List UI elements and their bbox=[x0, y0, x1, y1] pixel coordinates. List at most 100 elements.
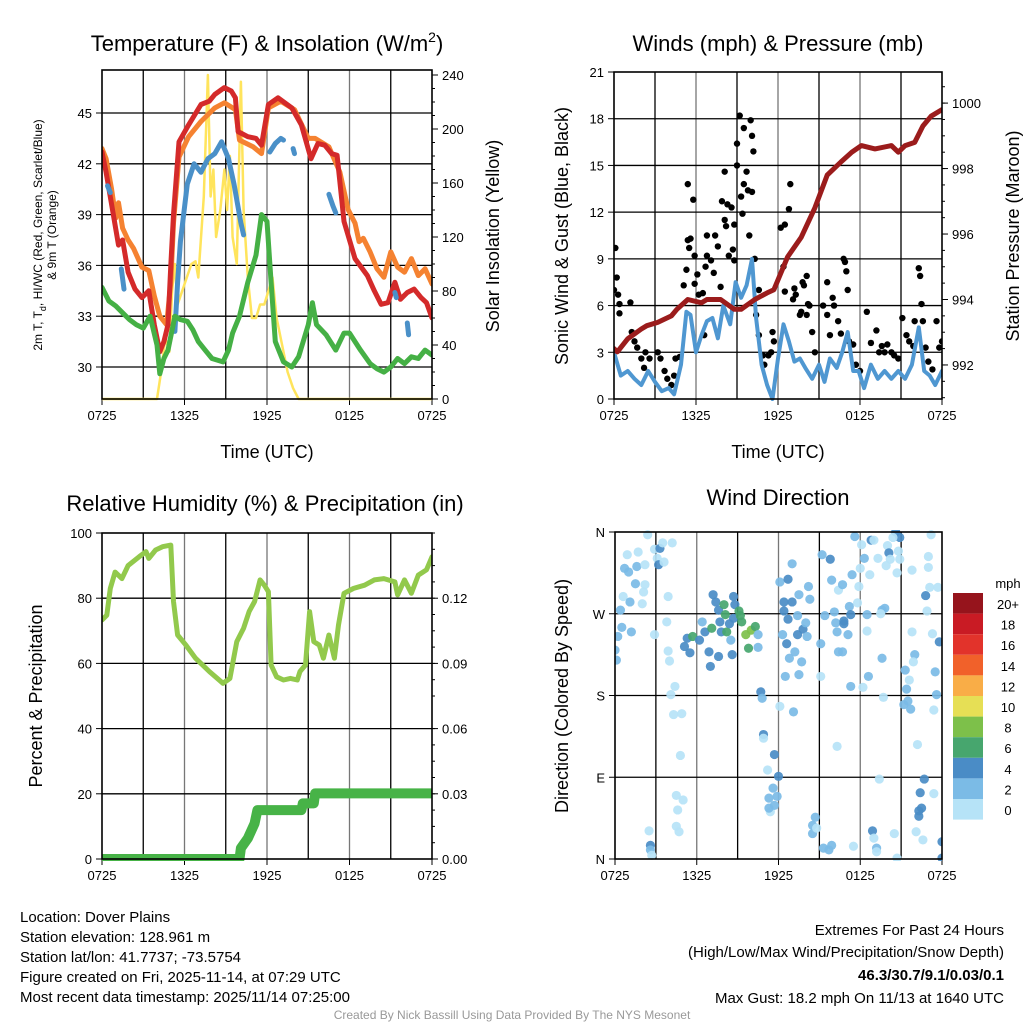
wind-direction-point bbox=[782, 639, 792, 649]
y-tick-label: 12 bbox=[590, 205, 604, 220]
wind-direction-point bbox=[908, 657, 918, 667]
x-tick-label: 1925 bbox=[253, 408, 282, 423]
wind-direction-point bbox=[663, 591, 673, 602]
wind-direction-point bbox=[788, 707, 799, 717]
gust-point bbox=[873, 327, 880, 334]
wind-y-axis-label: Sonic Wind & Gust (Blue, Black) bbox=[552, 107, 572, 365]
gust-point bbox=[740, 124, 748, 132]
gust-point bbox=[691, 280, 698, 287]
gust-point bbox=[646, 355, 653, 362]
legend-label: 10 bbox=[1001, 700, 1015, 715]
gust-point bbox=[747, 117, 754, 124]
wind-direction-panel-title: Wind Direction bbox=[706, 485, 849, 510]
wind-direction-point bbox=[914, 811, 924, 821]
y-tick-label: 0 bbox=[85, 852, 92, 867]
wind-direction-point bbox=[625, 597, 635, 607]
wind-direction-point bbox=[750, 621, 760, 632]
legend-swatch bbox=[953, 696, 983, 717]
gust-point bbox=[922, 344, 929, 351]
wind-direction-point bbox=[773, 771, 784, 781]
gust-point bbox=[743, 168, 750, 175]
gust-point bbox=[627, 299, 634, 306]
y-tick-label: E bbox=[596, 770, 605, 785]
legend-swatch bbox=[953, 654, 983, 676]
y-tick-label: S bbox=[596, 689, 605, 704]
y2-tick-label: 992 bbox=[952, 358, 974, 373]
speed-legend: mph 20+ 18 16 14 12 10 8 6 4 2 0 bbox=[953, 576, 1021, 820]
wind-direction-point bbox=[900, 665, 910, 675]
gust-point bbox=[781, 221, 789, 228]
y-tick-label: 42 bbox=[78, 157, 92, 172]
wind-direction-point bbox=[929, 705, 939, 715]
y2-tick-label: 240 bbox=[442, 68, 464, 83]
pressure-y2-axis-label: Station Pressure (Maroon) bbox=[1003, 130, 1023, 341]
wind-direction-point bbox=[697, 617, 707, 627]
y-tick-label: 39 bbox=[78, 208, 92, 223]
location-text: Location: Dover Plains bbox=[20, 909, 170, 926]
gust-point bbox=[714, 243, 722, 250]
gust-point bbox=[638, 355, 645, 362]
humidity-panel-title: Relative Humidity (%) & Precipitation (i… bbox=[66, 491, 463, 516]
wind-direction-point bbox=[881, 561, 891, 571]
direction-y-axis-label: Direction (Colored By Speed) bbox=[552, 579, 572, 813]
wind-direction-point bbox=[708, 590, 718, 600]
wind-direction-point bbox=[895, 554, 905, 564]
x-tick-label: 1925 bbox=[253, 868, 282, 883]
x-tick-label: 1925 bbox=[764, 408, 793, 423]
wind-direction-point bbox=[874, 774, 884, 784]
gust-point bbox=[933, 317, 940, 325]
wind-direction-point bbox=[889, 828, 899, 839]
gust-point bbox=[770, 338, 778, 345]
wind-direction-point bbox=[844, 601, 854, 612]
wind-direction-point bbox=[862, 626, 872, 636]
wind-direction-point bbox=[867, 826, 878, 836]
wind-direction-point bbox=[670, 681, 680, 692]
wind-direction-point bbox=[812, 823, 822, 833]
wind-direction-point bbox=[639, 587, 649, 597]
legend-swatch bbox=[953, 799, 983, 820]
wind-direction-point bbox=[911, 827, 921, 837]
y2-tick-label: 998 bbox=[952, 162, 974, 177]
wind-direction-point bbox=[857, 540, 867, 550]
wind-direction-point bbox=[816, 671, 826, 682]
gust-point bbox=[733, 162, 741, 169]
wind-direction-point bbox=[892, 568, 902, 578]
wind-direction-point bbox=[673, 805, 683, 815]
wind-direction-point bbox=[780, 671, 790, 682]
wind-direction-point bbox=[787, 597, 797, 607]
wind-direction-point bbox=[827, 575, 837, 585]
wind-direction-point bbox=[640, 560, 650, 570]
wind-direction-point bbox=[779, 597, 789, 607]
wind-direction-point bbox=[622, 550, 632, 560]
wind-direction-point bbox=[882, 541, 893, 551]
x-tick-label: 0725 bbox=[928, 868, 957, 883]
legend-label: 16 bbox=[1001, 638, 1015, 653]
gust-point bbox=[875, 349, 883, 356]
y-tick-label: 20 bbox=[78, 787, 92, 802]
y-tick-label: 45 bbox=[78, 106, 92, 121]
x-tick-label: 0725 bbox=[88, 408, 117, 423]
gust-point bbox=[936, 344, 942, 351]
wind-direction-point bbox=[779, 606, 789, 616]
wind-direction-point bbox=[758, 733, 769, 743]
gust-point bbox=[800, 282, 808, 289]
gust-point bbox=[863, 308, 871, 315]
wind-direction-point bbox=[705, 661, 715, 672]
legend-label: 14 bbox=[1001, 659, 1015, 674]
x-tick-label: 0125 bbox=[846, 868, 875, 883]
y2-tick-label: 0.09 bbox=[442, 656, 467, 671]
wind-direction-point bbox=[743, 643, 754, 653]
wind-direction-point bbox=[675, 750, 686, 761]
temperature-x-axis-label: Time (UTC) bbox=[220, 442, 313, 462]
series-line-hi-wc bbox=[392, 290, 399, 301]
gust-point bbox=[916, 272, 924, 280]
gust-point bbox=[631, 338, 638, 345]
gust-point bbox=[806, 302, 813, 309]
wind-direction-point bbox=[790, 647, 800, 657]
gust-point bbox=[787, 180, 794, 188]
gust-point bbox=[731, 221, 738, 228]
wind-direction-point bbox=[658, 538, 668, 548]
extremes-info: Extremes For Past 24 Hours (High/Low/Max… bbox=[688, 922, 1004, 1007]
